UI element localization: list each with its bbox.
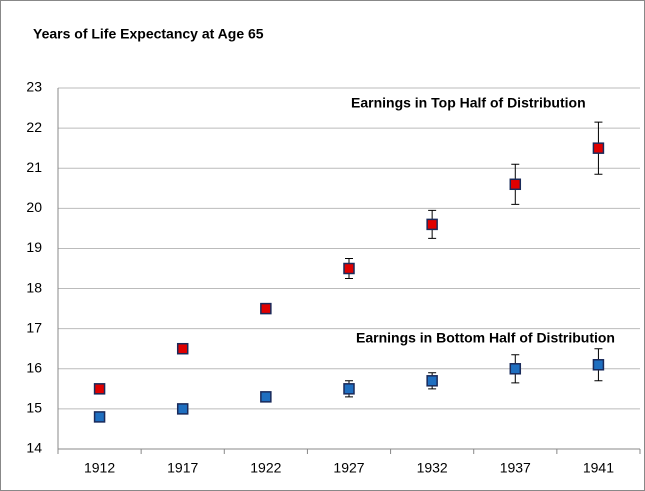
marker [260,302,272,315]
x-tick-label: 1922 [250,460,281,476]
y-tick-label: 22 [26,119,42,135]
y-tick-label: 19 [26,239,42,255]
marker [509,363,522,375]
y-tick-label: 23 [26,79,42,95]
marker [592,359,605,371]
x-tick-label: 1932 [417,460,448,476]
y-tick-label: 15 [26,400,42,416]
marker [426,218,438,231]
marker [343,262,355,275]
marker [93,411,106,423]
marker [176,403,189,415]
x-tick-label: 1941 [583,460,614,476]
y-tick-label: 17 [26,319,42,335]
chart-title: Years of Life Expectancy at Age 65 [33,26,264,42]
x-tick-label: 1912 [84,460,115,476]
marker [260,391,272,403]
marker [93,383,106,395]
marker [176,342,189,355]
y-tick-label: 14 [26,440,42,456]
marker [426,375,438,387]
marker [343,383,355,395]
y-tick-label: 16 [26,359,42,375]
series-label: Earnings in Top Half of Distribution [351,95,586,111]
marker [592,142,605,154]
x-tick-label: 1937 [500,460,531,476]
marker [509,178,522,191]
x-tick-label: 1917 [167,460,198,476]
y-tick-label: 20 [26,199,42,215]
series-label: Earnings in Bottom Half of Distribution [356,330,615,346]
y-tick-label: 21 [26,159,42,175]
y-tick-label: 18 [26,279,42,295]
x-tick-label: 1927 [333,460,364,476]
